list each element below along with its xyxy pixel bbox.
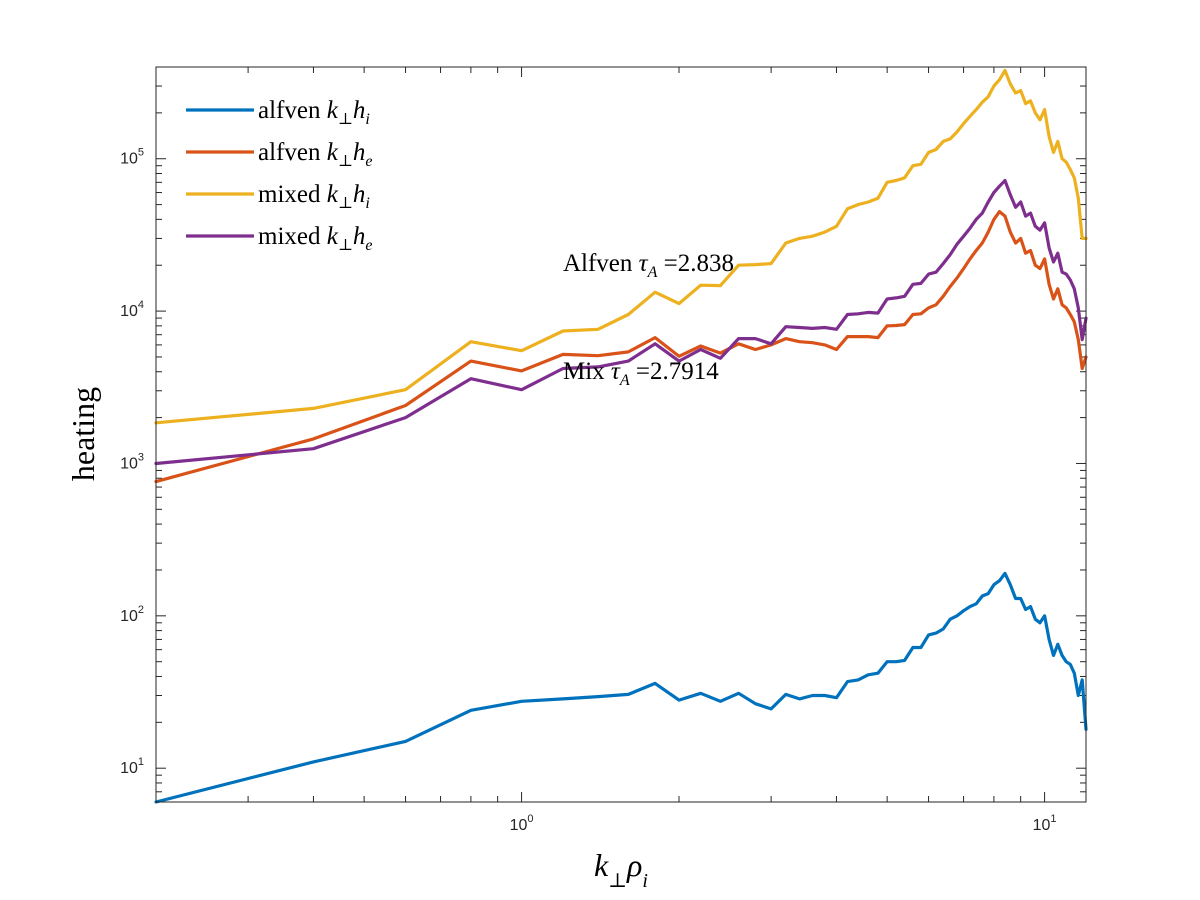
y-tick-label: 103 (120, 451, 144, 472)
y-tick-labels: 101 102 103 104 105 (120, 147, 144, 777)
y-tick-label: 104 (120, 299, 144, 320)
annotation: Alfven τA =2.838 (563, 250, 734, 281)
x-axis-label: k⊥ρi (594, 847, 648, 892)
series-lines (154, 68, 1088, 804)
legend-label: mixed k⊥hi (258, 181, 370, 212)
legend-label: alfven k⊥he (258, 139, 372, 170)
series-line-3 (154, 68, 1088, 425)
series-line-1 (154, 571, 1088, 804)
series-line-4 (154, 178, 1088, 466)
y-tick-label: 101 (120, 756, 144, 777)
x-tick-label: 100 (510, 813, 534, 834)
legend-label: alfven k⊥hi (258, 97, 370, 128)
y-tick-label: 105 (120, 147, 144, 168)
x-tick-labels: 100 101 (510, 813, 1057, 834)
series-line-2 (154, 210, 1088, 484)
annotation: Mix τA =2.7914 (563, 358, 719, 389)
plot-frame (155, 66, 1087, 803)
annotations: Alfven τA =2.838 Mix τA =2.7914 (563, 250, 734, 389)
legend-label: mixed k⊥he (258, 223, 373, 254)
legend: alfven k⊥hi alfven k⊥he mixed k⊥hi mixed k⊥… (186, 97, 373, 254)
plot-area (156, 67, 1086, 802)
y-tick-label: 102 (120, 604, 144, 625)
y-axis-label: heating (65, 387, 101, 481)
x-tick-label: 101 (1033, 813, 1057, 834)
